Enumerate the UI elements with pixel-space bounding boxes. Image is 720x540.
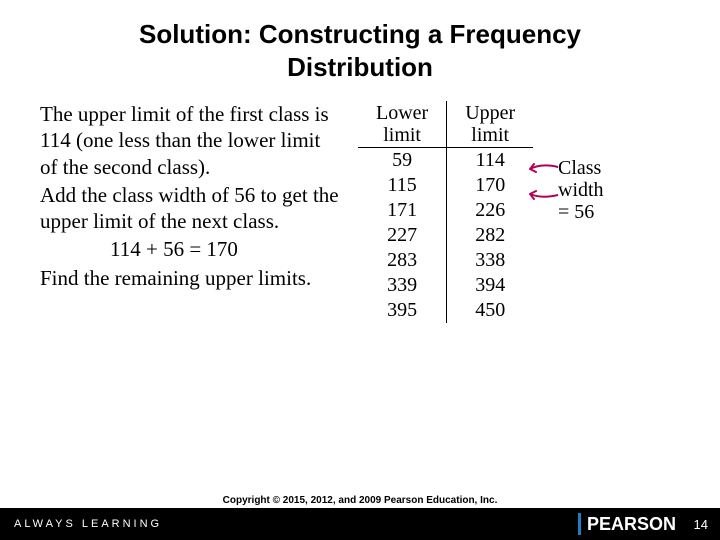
limits-table-wrap: Lowerlimit Upperlimit 59114 115170 17122… [358, 101, 533, 323]
table-row: 59114 [358, 148, 533, 174]
cell-lower: 339 [358, 273, 447, 298]
paragraph-3: Find the remaining upper limits. [40, 265, 340, 291]
cell-lower: 115 [358, 173, 447, 198]
table-row: 115170 [358, 173, 533, 198]
cell-upper: 338 [447, 248, 533, 273]
cell-lower: 59 [358, 148, 447, 174]
arrow-icon [524, 163, 558, 173]
table-header-row: Lowerlimit Upperlimit [358, 101, 533, 148]
pearson-brand-text: PEARSON [587, 514, 676, 535]
cell-lower: 227 [358, 223, 447, 248]
cell-lower: 395 [358, 298, 447, 323]
copyright-text: Copyright © 2015, 2012, and 2009 Pearson… [0, 495, 720, 506]
cell-upper: 394 [447, 273, 533, 298]
cell-upper: 170 [447, 173, 533, 198]
header-upper-text: Upperlimit [465, 102, 515, 146]
cell-upper: 450 [447, 298, 533, 323]
cell-upper: 226 [447, 198, 533, 223]
slide-number: 14 [694, 517, 708, 532]
header-lower-text: Lowerlimit [376, 102, 428, 146]
annotation-line-1: Class [558, 157, 601, 179]
annotation-line-2: width = 56 [558, 179, 604, 223]
limits-table: Lowerlimit Upperlimit 59114 115170 17122… [358, 101, 533, 323]
cell-upper: 114 [447, 148, 533, 174]
title-line-1: Solution: Constructing a Frequency [139, 19, 581, 49]
header-lower: Lowerlimit [358, 101, 447, 148]
paragraph-1: The upper limit of the first class is 11… [40, 101, 340, 180]
table-row: 171226 [358, 198, 533, 223]
content-area: The upper limit of the first class is 11… [0, 91, 720, 323]
body-text: The upper limit of the first class is 11… [40, 101, 340, 323]
slide-title: Solution: Constructing a Frequency Distr… [0, 0, 720, 91]
table-row: 395450 [358, 298, 533, 323]
table-row: 339394 [358, 273, 533, 298]
paragraph-2: Add the class width of 56 to get the upp… [40, 182, 340, 235]
arrow-icon [524, 189, 558, 199]
always-learning-text: ALWAYS LEARNING [0, 518, 162, 530]
header-upper: Upperlimit [447, 101, 533, 148]
table-row: 283338 [358, 248, 533, 273]
equation: 114 + 56 = 170 [40, 236, 340, 262]
cell-lower: 283 [358, 248, 447, 273]
table-body: 59114 115170 171226 227282 283338 339394… [358, 148, 533, 324]
pearson-bar-icon [578, 513, 581, 535]
title-line-2: Distribution [287, 52, 433, 82]
pearson-logo: PEARSON [578, 513, 676, 535]
cell-upper: 282 [447, 223, 533, 248]
footer-bar: ALWAYS LEARNING PEARSON 14 [0, 508, 720, 540]
class-width-annotation: Class width = 56 [558, 157, 604, 223]
cell-lower: 171 [358, 198, 447, 223]
table-row: 227282 [358, 223, 533, 248]
